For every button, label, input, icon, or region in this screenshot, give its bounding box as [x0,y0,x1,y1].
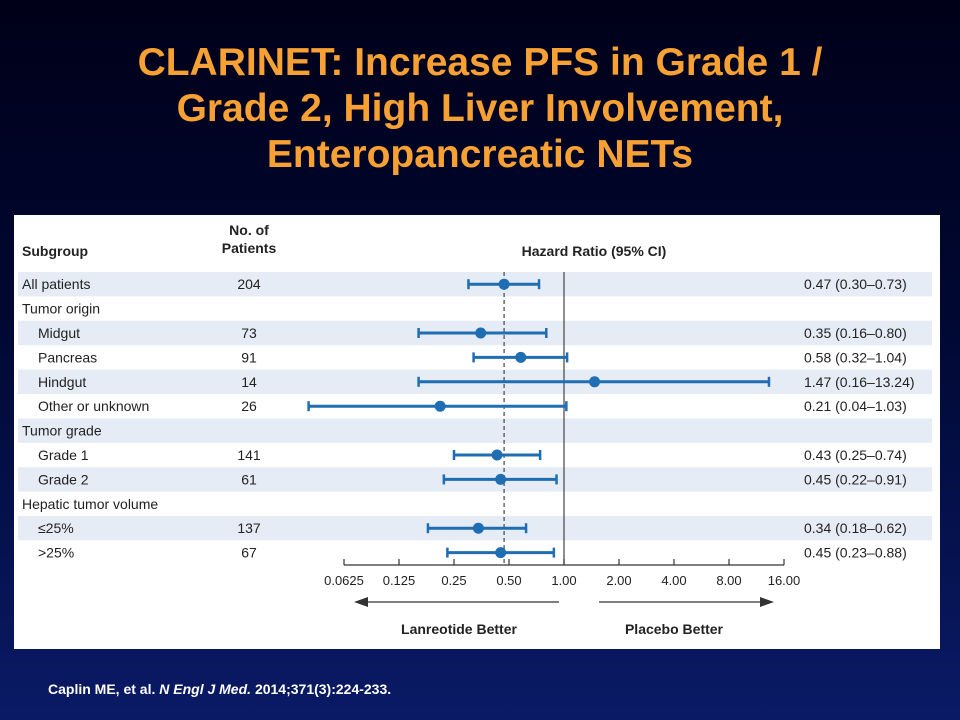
slide-title: CLARINET: Increase PFS in Grade 1 / Grad… [40,40,920,178]
patient-count: 14 [241,374,257,390]
citation: Caplin ME, et al. N Engl J Med. 2014;371… [48,681,391,697]
hazard-ratio-point [472,522,484,534]
direction-label-right: Placebo Better [625,621,724,637]
patient-count: 137 [237,520,261,536]
citation-details: 2014;371(3):224-233. [254,681,392,697]
header-patients-line2: Patients [222,240,277,256]
forest-plot-panel: Subgroup No. of Patients Hazard Ratio (95% … [14,215,940,649]
x-tick-label: 0.25 [441,573,466,588]
x-tick-label: 16.00 [768,573,801,588]
hazard-ratio-point [589,376,601,388]
hazard-ratio-point [475,327,487,339]
title-line-1: CLARINET: Increase PFS in Grade 1 / [137,41,823,84]
hazard-ratio-point [495,547,507,559]
citation-journal: N Engl J Med. [159,681,252,697]
subgroup-label: Tumor grade [22,423,102,439]
patient-count: 61 [241,471,257,487]
subgroup-label: All patients [22,276,90,292]
title-line-2: Grade 2, High Liver Involvement, [176,87,784,130]
hazard-ratio-ci-text: 1.47 (0.16–13.24) [804,374,915,390]
citation-authors: Caplin ME, et al. [48,681,156,697]
arrow-left-head [354,597,368,607]
patient-count: 141 [237,447,261,463]
subgroup-label: Other or unknown [38,398,149,414]
row-stripe [18,418,932,443]
hazard-ratio-point [495,473,507,485]
subgroup-label: Grade 2 [38,471,89,487]
hazard-ratio-ci-text: 0.58 (0.32–1.04) [804,349,907,365]
patient-count: 73 [241,325,257,341]
direction-label-left: Lanreotide Better [401,621,517,637]
hazard-ratio-ci-text: 0.47 (0.30–0.73) [804,276,907,292]
x-tick-label: 0.50 [496,573,521,588]
patient-count: 26 [241,398,257,414]
hazard-ratio-ci-text: 0.45 (0.22–0.91) [804,471,907,487]
x-tick-label: 0.0625 [324,573,364,588]
patient-count: 91 [241,349,257,365]
header-subgroup: Subgroup [22,243,88,259]
subgroup-label: ≤25% [38,520,74,536]
header-patients-line1: No. of [229,222,269,238]
patient-count: 204 [237,276,261,292]
subgroup-label: Pancreas [38,349,97,365]
x-tick-label: 8.00 [716,573,741,588]
subgroup-label: Hepatic tumor volume [22,496,158,512]
header-hazard-ratio: Hazard Ratio (95% CI) [522,243,667,259]
x-tick-label: 1.00 [551,573,576,588]
subgroup-label: Midgut [38,325,80,341]
hazard-ratio-point [515,351,527,363]
hazard-ratio-point [491,449,503,461]
hazard-ratio-ci-text: 0.21 (0.04–1.03) [804,398,907,414]
arrow-right-head [760,597,774,607]
patient-count: 67 [241,545,257,561]
forest-plot: Subgroup No. of Patients Hazard Ratio (95% … [18,222,932,637]
hazard-ratio-point [498,278,510,290]
hazard-ratio-point [434,400,446,412]
subgroup-label: Tumor origin [22,301,100,317]
x-tick-label: 0.125 [383,573,416,588]
x-tick-label: 2.00 [606,573,631,588]
subgroup-label: Hindgut [38,374,86,390]
subgroup-label: Grade 1 [38,447,89,463]
hazard-ratio-ci-text: 0.35 (0.16–0.80) [804,325,907,341]
title-line-3: Enteropancreatic NETs [266,133,694,176]
x-tick-label: 4.00 [661,573,686,588]
hazard-ratio-ci-text: 0.45 (0.23–0.88) [804,545,907,561]
subgroup-label: >25% [38,545,74,561]
hazard-ratio-ci-text: 0.34 (0.18–0.62) [804,520,907,536]
hazard-ratio-ci-text: 0.43 (0.25–0.74) [804,447,907,463]
